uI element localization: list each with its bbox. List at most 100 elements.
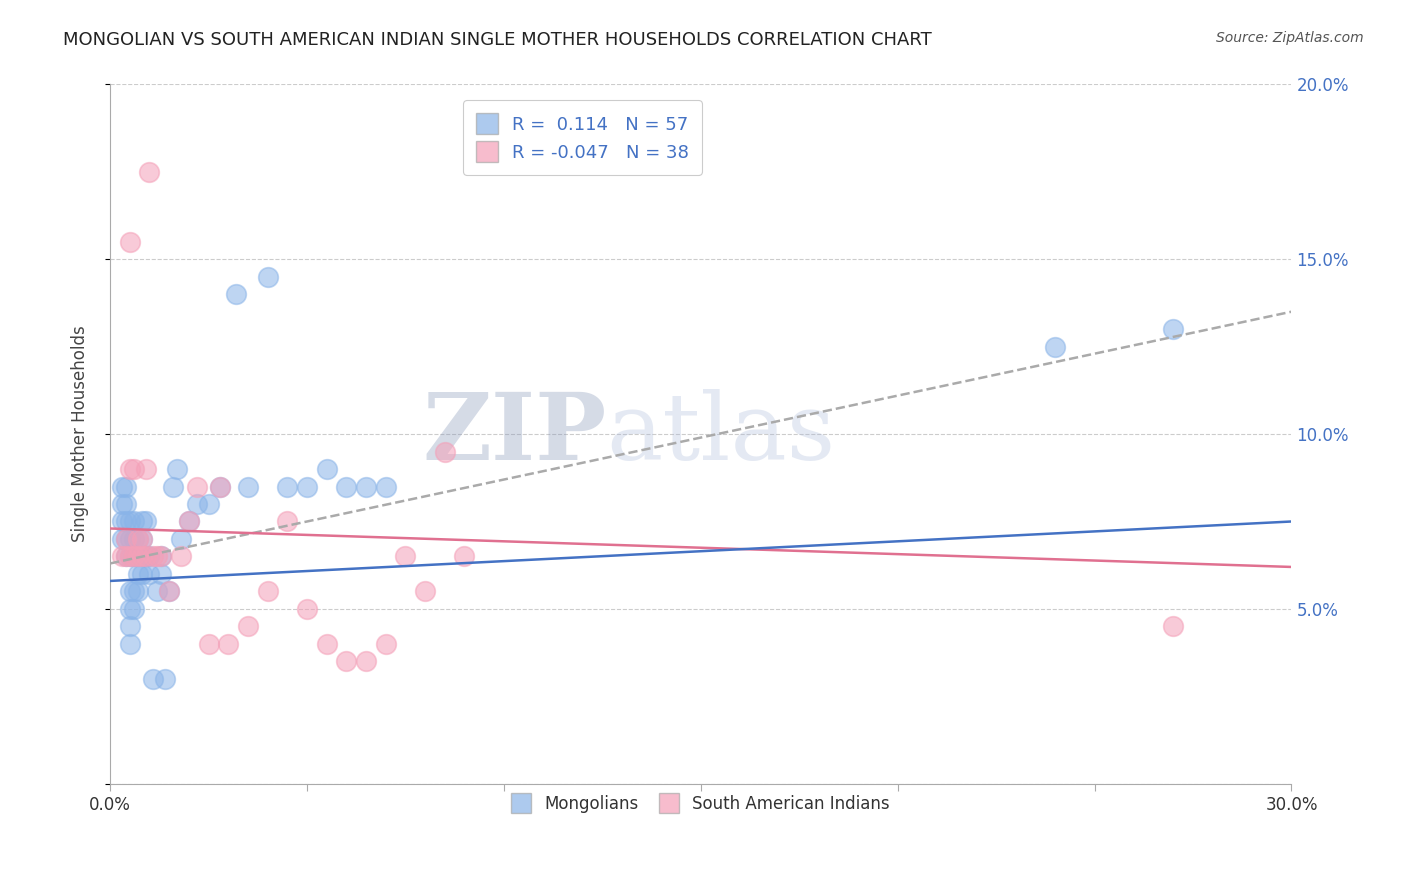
Point	[209, 479, 232, 493]
Point	[166, 462, 188, 476]
Point	[197, 637, 219, 651]
Point	[127, 584, 149, 599]
Point	[111, 532, 134, 546]
Y-axis label: Single Mother Households: Single Mother Households	[72, 326, 89, 542]
Point	[142, 549, 165, 564]
Point	[127, 549, 149, 564]
Point	[134, 549, 156, 564]
Point	[162, 479, 184, 493]
Point	[374, 479, 396, 493]
Text: atlas: atlas	[606, 389, 835, 479]
Point	[177, 515, 200, 529]
Point	[315, 637, 337, 651]
Point	[111, 479, 134, 493]
Point	[335, 479, 357, 493]
Point	[394, 549, 416, 564]
Point	[256, 584, 278, 599]
Point	[114, 515, 136, 529]
Point	[114, 479, 136, 493]
Point	[131, 532, 153, 546]
Point	[122, 549, 145, 564]
Point	[114, 532, 136, 546]
Point	[209, 479, 232, 493]
Point	[170, 549, 193, 564]
Point	[138, 549, 160, 564]
Point	[118, 532, 141, 546]
Point	[142, 672, 165, 686]
Point	[111, 515, 134, 529]
Point	[114, 532, 136, 546]
Point	[354, 654, 377, 668]
Point	[177, 515, 200, 529]
Text: Source: ZipAtlas.com: Source: ZipAtlas.com	[1216, 31, 1364, 45]
Text: MONGOLIAN VS SOUTH AMERICAN INDIAN SINGLE MOTHER HOUSEHOLDS CORRELATION CHART: MONGOLIAN VS SOUTH AMERICAN INDIAN SINGL…	[63, 31, 932, 49]
Point	[131, 566, 153, 581]
Point	[354, 479, 377, 493]
Point	[131, 549, 153, 564]
Point	[118, 549, 141, 564]
Point	[131, 515, 153, 529]
Point	[276, 479, 298, 493]
Point	[256, 269, 278, 284]
Point	[374, 637, 396, 651]
Point	[157, 584, 180, 599]
Point	[153, 672, 176, 686]
Point	[118, 235, 141, 249]
Point	[111, 549, 134, 564]
Point	[197, 497, 219, 511]
Point	[118, 584, 141, 599]
Point	[118, 637, 141, 651]
Point	[150, 549, 173, 564]
Legend: Mongolians, South American Indians: Mongolians, South American Indians	[499, 781, 901, 824]
Point	[157, 584, 180, 599]
Point	[131, 549, 153, 564]
Point	[1163, 322, 1185, 336]
Point	[127, 566, 149, 581]
Point	[1043, 340, 1066, 354]
Point	[131, 532, 153, 546]
Point	[453, 549, 475, 564]
Point	[114, 549, 136, 564]
Point	[118, 549, 141, 564]
Point	[134, 549, 156, 564]
Point	[236, 479, 259, 493]
Point	[122, 602, 145, 616]
Point	[122, 515, 145, 529]
Point	[122, 532, 145, 546]
Point	[122, 549, 145, 564]
Text: ZIP: ZIP	[422, 389, 606, 479]
Point	[315, 462, 337, 476]
Point	[134, 515, 156, 529]
Point	[127, 549, 149, 564]
Point	[114, 497, 136, 511]
Point	[122, 584, 145, 599]
Point	[118, 462, 141, 476]
Point	[122, 462, 145, 476]
Point	[217, 637, 239, 651]
Point	[433, 444, 456, 458]
Point	[138, 165, 160, 179]
Point	[186, 479, 208, 493]
Point	[186, 497, 208, 511]
Point	[150, 566, 173, 581]
Point	[134, 462, 156, 476]
Point	[170, 532, 193, 546]
Point	[335, 654, 357, 668]
Point	[138, 566, 160, 581]
Point	[276, 515, 298, 529]
Point	[111, 497, 134, 511]
Point	[146, 549, 169, 564]
Point	[295, 602, 318, 616]
Point	[118, 515, 141, 529]
Point	[127, 532, 149, 546]
Point	[150, 549, 173, 564]
Point	[1163, 619, 1185, 633]
Point	[225, 287, 247, 301]
Point	[295, 479, 318, 493]
Point	[413, 584, 436, 599]
Point	[236, 619, 259, 633]
Point	[114, 549, 136, 564]
Point	[127, 532, 149, 546]
Point	[118, 602, 141, 616]
Point	[118, 619, 141, 633]
